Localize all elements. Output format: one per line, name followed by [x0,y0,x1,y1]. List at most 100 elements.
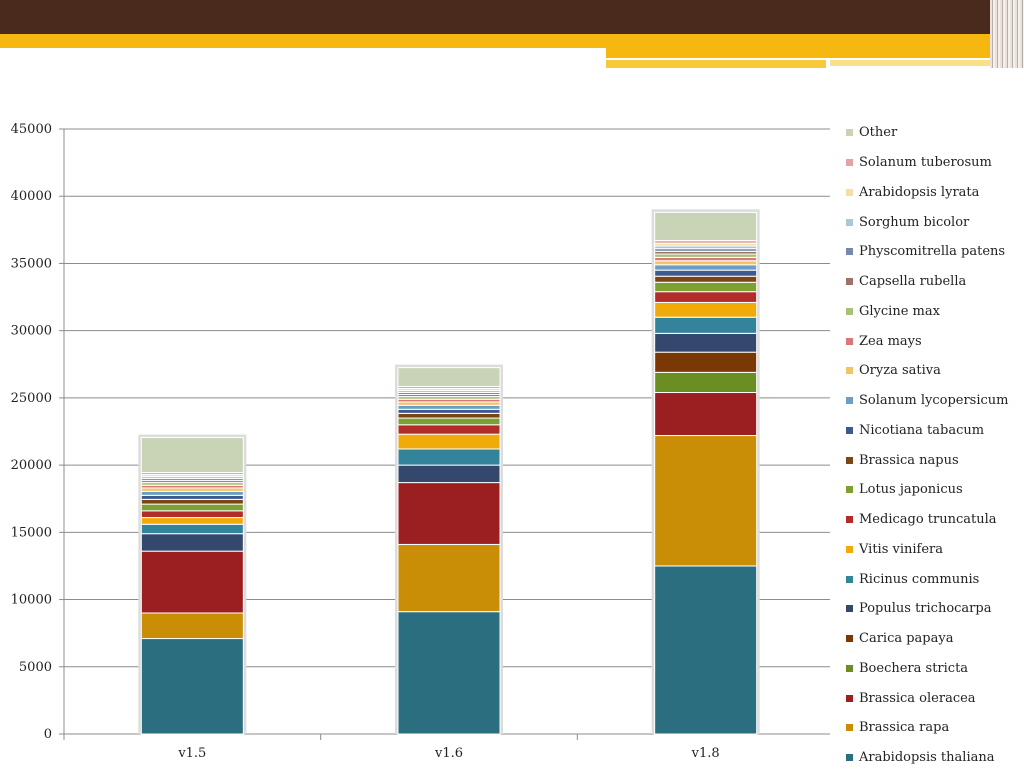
legend-swatch [846,218,853,226]
bar-segment [140,550,244,614]
bar-segment [654,301,758,318]
bar-segment [654,211,758,242]
legend-label: Other [859,125,898,141]
bar-segment [397,424,501,435]
y-tick-label: 30000 [11,324,52,339]
legend-item: Ricinus communis [846,564,1024,594]
legend-item: Glycine max [846,297,1024,327]
legend-item: Arabidopsis lyrata [846,178,1024,208]
legend-item: Lotus japonicus [846,475,1024,505]
accent-band [0,34,1000,48]
legend-item: Solanum tuberosum [846,148,1024,178]
legend-label: Brassica rapa [859,720,950,736]
legend-label: Vitis vinifera [859,541,944,557]
bars [138,209,760,735]
legend-item: Medicago truncatula [846,505,1024,535]
legend-swatch [846,635,853,643]
legend-swatch [846,397,853,405]
legend-label: Physcomitrella patens [859,244,1006,260]
y-tick-label: 25000 [11,391,52,406]
legend-label: Nicotiana tabacum [859,422,985,438]
legend-label: Solanum lycopersicum [859,393,1009,409]
legend-swatch [846,159,853,167]
bar-segment [140,638,244,735]
bar-segment [654,253,758,258]
decorative-stripes [990,0,1024,68]
legend-item: Boechera stricta [846,654,1024,684]
legend-swatch [846,486,853,494]
legend-item: Vitis vinifera [846,535,1024,565]
legend-item: Populus trichocarpa [846,594,1024,624]
bar-segment [397,433,501,450]
legend-swatch [846,248,853,256]
bar-segment [654,275,758,283]
bar-segment [654,260,758,266]
bar-segment [140,498,244,505]
legend-item: Brassica napus [846,445,1024,475]
legend-swatch [846,545,853,553]
stacked-bar-chart: 0 5000 10000 15000 20000 25000 30000 35000 40000… [11,122,830,761]
legend-swatch [846,307,853,315]
bar-segment [140,487,244,492]
legend-label: Arabidopsis thaliana [859,750,995,766]
bar-segment [397,408,501,414]
accent-band-secondary [606,48,1000,58]
x-category-label: v1.5 [177,746,206,761]
legend-swatch [846,426,853,434]
legend-swatch [846,367,853,375]
bar-segment [140,612,244,640]
legend-swatch [846,724,853,732]
tick-labels: 0 5000 10000 15000 20000 25000 30000 35000 40000… [11,122,720,761]
legend-swatch [846,664,853,672]
legend-label: Ricinus communis [859,571,980,587]
legend-label: Boechera stricta [859,660,969,676]
y-tick-label: 0 [44,727,52,742]
legend-swatch [846,754,853,762]
bar-segment [654,351,758,373]
y-tick-label: 40000 [11,189,52,204]
bar-segment [397,404,501,410]
legend-label: Capsella rubella [859,274,967,290]
bar-segment [397,611,501,735]
bar-segment [140,437,244,474]
y-tick-label: 35000 [11,256,52,271]
legend-label: Populus trichocarpa [859,601,992,617]
legend-label: Zea mays [859,333,922,349]
legend-item: Solanum lycopersicum [846,386,1024,416]
x-category-label: v1.6 [434,746,463,761]
bar-segment [397,482,501,545]
bar-segment [397,401,501,406]
legend-item: Brassica oleracea [846,683,1024,713]
bar-segment [654,291,758,303]
bar-segment [654,371,758,394]
accent-band-light [830,60,1000,66]
legend-item: Capsella rubella [846,267,1024,297]
bar-segment [397,448,501,466]
bar-segment [140,503,244,512]
legend-swatch [846,337,853,345]
legend-label: Glycine max [859,303,940,319]
bar-segment [654,565,758,735]
y-tick-label: 45000 [11,122,52,137]
bar-segment [397,543,501,613]
bar-segment [397,417,501,426]
legend-swatch [846,129,853,137]
legend-item: Arabidopsis thaliana [846,743,1024,773]
bar-segment [140,523,244,535]
legend-item: Other [846,118,1024,148]
bar-segment [140,490,244,496]
legend-label: Brassica napus [859,452,959,468]
legend-swatch [846,516,853,524]
legend-swatch [846,694,853,702]
y-tick-label: 5000 [19,660,52,675]
legend-item: Brassica rapa [846,713,1024,743]
bar-segment [140,510,244,519]
legend-swatch [846,456,853,464]
legend-label: Lotus japonicus [859,482,963,498]
legend-label: Oryza sativa [859,363,941,379]
legend-label: Solanum tuberosum [859,155,992,171]
legend-item: Physcomitrella patens [846,237,1024,267]
legend-item: Carica papaya [846,624,1024,654]
bar-segment [654,256,758,262]
legend-item: Nicotiana tabacum [846,416,1024,446]
